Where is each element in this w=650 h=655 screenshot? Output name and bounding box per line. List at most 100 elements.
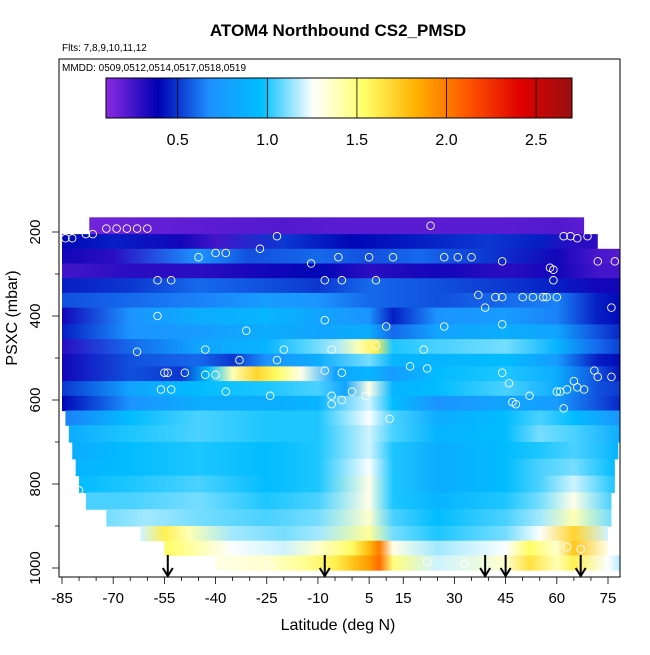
heatmap-band bbox=[62, 292, 620, 309]
data-point bbox=[153, 311, 162, 321]
data-point bbox=[88, 229, 97, 239]
heatmap-band bbox=[164, 540, 608, 556]
data-point bbox=[327, 345, 336, 354]
data-point bbox=[59, 299, 60, 304]
data-point bbox=[576, 544, 585, 554]
heatmap-band bbox=[65, 410, 620, 426]
data-point bbox=[67, 234, 77, 243]
data-point bbox=[573, 234, 582, 243]
data-point bbox=[426, 221, 435, 230]
data-point bbox=[467, 252, 476, 262]
data-point bbox=[163, 368, 173, 377]
data-point bbox=[347, 387, 357, 396]
data-point bbox=[337, 368, 347, 377]
data-point bbox=[327, 399, 336, 409]
y-tick-label: 200 bbox=[27, 219, 44, 244]
data-point bbox=[460, 559, 469, 569]
x-tick-label: 45 bbox=[497, 590, 514, 607]
data-point bbox=[525, 391, 534, 401]
data-point bbox=[497, 292, 507, 302]
data-point bbox=[439, 252, 449, 262]
data-point bbox=[497, 368, 507, 377]
chart-title: ATOM4 Northbound CS2_PMSD bbox=[210, 21, 466, 40]
data-point bbox=[143, 224, 152, 233]
heatmap-band bbox=[215, 555, 620, 571]
data-point bbox=[559, 231, 568, 241]
heatmap-band bbox=[62, 234, 598, 250]
data-point bbox=[112, 224, 121, 233]
colorbar-tick-label: 1.0 bbox=[256, 132, 278, 149]
data-point bbox=[371, 341, 381, 350]
x-tick-label: 30 bbox=[446, 590, 463, 607]
data-point bbox=[361, 391, 370, 401]
data-point bbox=[381, 322, 391, 331]
flights-subtitle: Flts: 7,8,9,10,11,12 bbox=[62, 43, 147, 54]
data-point bbox=[74, 486, 84, 495]
colorbar-tick-label: 2.5 bbox=[525, 132, 547, 149]
data-point bbox=[555, 387, 565, 396]
data-point bbox=[504, 378, 514, 388]
data-point bbox=[405, 362, 415, 371]
data-point bbox=[180, 368, 190, 377]
data-point bbox=[153, 542, 162, 552]
data-point bbox=[122, 224, 132, 233]
data-point bbox=[607, 372, 616, 382]
heatmap-band bbox=[62, 278, 620, 294]
data-point bbox=[320, 366, 330, 375]
data-point bbox=[334, 252, 343, 262]
data-point bbox=[645, 373, 650, 381]
data-point bbox=[102, 224, 111, 233]
heatmap-band bbox=[85, 492, 612, 510]
arrow-markers bbox=[161, 555, 587, 578]
data-point bbox=[265, 391, 275, 401]
y-tick-label: 600 bbox=[27, 387, 44, 412]
heatmap-bands bbox=[62, 217, 620, 571]
data-point bbox=[511, 399, 521, 409]
heatmap-band bbox=[106, 509, 612, 527]
data-point bbox=[542, 292, 551, 302]
y-tick-label: 400 bbox=[27, 303, 44, 328]
data-point bbox=[497, 320, 507, 329]
data-point bbox=[583, 231, 592, 241]
y-axis: 200 400 600 800 1000 bbox=[27, 219, 59, 585]
heatmap-band bbox=[62, 324, 620, 340]
x-tick-label: -85 bbox=[51, 590, 73, 607]
data-point bbox=[320, 276, 330, 285]
data-point bbox=[480, 303, 490, 312]
data-point bbox=[552, 292, 562, 302]
heatmap-band bbox=[62, 248, 620, 265]
heatmap-band bbox=[140, 526, 609, 542]
data-point bbox=[327, 391, 336, 401]
data-point bbox=[306, 259, 316, 268]
x-tick-label: 60 bbox=[548, 590, 565, 607]
data-point bbox=[453, 252, 463, 262]
data-point bbox=[388, 252, 398, 262]
data-point bbox=[221, 387, 231, 396]
data-point bbox=[549, 276, 558, 285]
heatmap-band bbox=[62, 307, 620, 325]
data-point bbox=[265, 561, 275, 571]
heatmap-band bbox=[62, 353, 620, 367]
heatmap-band bbox=[68, 425, 620, 443]
x-tick-label: -70 bbox=[102, 590, 124, 607]
heatmap-band bbox=[89, 217, 585, 235]
x-tick-label: 75 bbox=[600, 590, 617, 607]
colorbar-tick-label: 0.5 bbox=[167, 132, 189, 149]
heatmap-band bbox=[62, 366, 620, 382]
data-point bbox=[272, 355, 282, 365]
plot-frame bbox=[58, 58, 621, 578]
data-point bbox=[491, 292, 500, 302]
data-point bbox=[272, 231, 282, 241]
data-point bbox=[518, 292, 527, 302]
data-point bbox=[61, 234, 70, 243]
data-point bbox=[201, 370, 210, 380]
data-point bbox=[81, 229, 91, 239]
x-tick-label: -40 bbox=[205, 590, 227, 607]
colorbar-tick-label: 2.0 bbox=[435, 132, 457, 149]
data-point bbox=[528, 292, 538, 302]
data-point bbox=[221, 248, 231, 258]
data-point bbox=[419, 345, 428, 354]
data-point bbox=[201, 345, 210, 354]
colorbar: 0.5 1.0 1.5 2.0 2.5 bbox=[105, 77, 573, 149]
